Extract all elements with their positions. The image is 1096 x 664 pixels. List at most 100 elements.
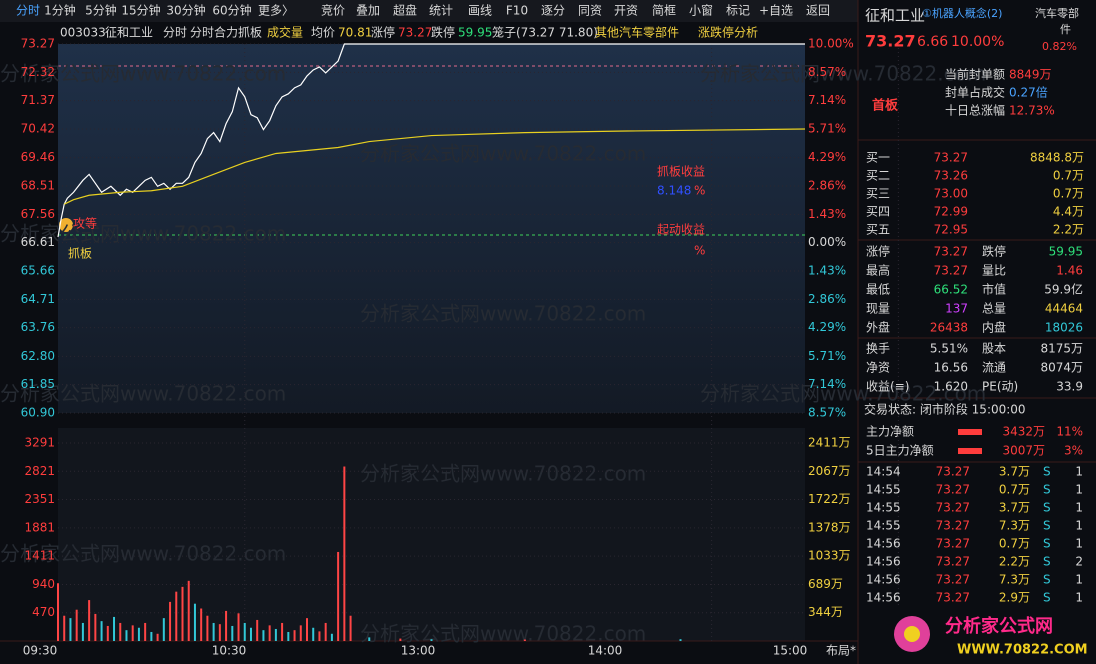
watermark: 分析家公式网www.70822.com (360, 622, 646, 646)
pct-tick-label: 7.14% (808, 93, 846, 107)
watermark: 分析家公式网www.70822.com (700, 382, 986, 406)
toolbar-button[interactable]: 小窗 (689, 4, 713, 18)
watermark: 分析家公式网www.70822.com (0, 542, 286, 566)
label: 0.7万 (1053, 169, 1084, 183)
chart-header: 均价 (311, 26, 335, 40)
chart-header: 分时 (163, 26, 187, 40)
label: % (694, 244, 705, 258)
label: 8175万 (1040, 342, 1083, 356)
label: 14:55 (866, 501, 901, 515)
label: 73.27 (936, 501, 970, 515)
label: 14:56 (866, 591, 901, 605)
pct-tick-label: 1.43% (808, 264, 846, 278)
volume-bar (324, 622, 327, 641)
smiley (59, 218, 73, 232)
label: 外盘 (866, 320, 890, 335)
toolbar-button[interactable]: 开资 (614, 4, 638, 18)
watermark: 分析家公式网www.70822.com (0, 222, 286, 246)
logo-flower (904, 626, 920, 642)
toolbar-button[interactable]: 叠加 (356, 4, 380, 18)
label: 73.27 (936, 591, 970, 605)
toolbar-button[interactable]: 1分钟 (44, 3, 76, 18)
volume-bar (212, 622, 215, 641)
chart-header: 分时合力抓板 (190, 25, 262, 40)
label: 当前封单额 (945, 67, 1005, 82)
label: 73.27 (934, 245, 968, 259)
label: 26438 (930, 321, 968, 335)
pct-tick-label: 5.71% (808, 122, 846, 136)
label: S (1043, 537, 1051, 551)
toolbar-button[interactable]: F10 (506, 4, 528, 18)
watermark: 分析家公式网www.70822.com (0, 62, 286, 86)
toolbar-button[interactable]: 统计 (429, 4, 453, 18)
toolbar-button[interactable]: 逐分 (541, 4, 565, 18)
volume-bar (144, 622, 147, 641)
time-label: 布局* (826, 644, 856, 658)
logo-url: WWW.70822.COM (957, 643, 1088, 658)
label: 72.95 (934, 223, 968, 237)
label: ①机器人概念(2) (922, 6, 1002, 20)
pct-tick-label: 0.00% (808, 235, 846, 249)
vol-tick-label: 1378万 (808, 520, 851, 534)
toolbar-button[interactable]: 竞价 (321, 4, 345, 18)
label: 7.3万 (999, 573, 1030, 587)
label: S (1043, 465, 1051, 479)
label: PE(动) (982, 380, 1018, 394)
label: 3007万 (1002, 444, 1045, 458)
vol-tick-label: 689万 (808, 577, 843, 591)
chart-header: 成交量 (267, 25, 303, 40)
y-tick-label: 72.32 (21, 65, 55, 79)
label: 137 (945, 302, 968, 316)
toolbar-button[interactable]: 同资 (578, 4, 602, 18)
label: 73.27 (934, 151, 968, 165)
toolbar-button[interactable]: 标记 (726, 4, 750, 18)
volume-bar (57, 583, 59, 641)
label: 1.46 (1056, 264, 1083, 278)
volume-bar (75, 609, 78, 641)
label: 73.27 (936, 537, 970, 551)
vol-tick-label: 2067万 (808, 464, 851, 478)
volume-bar (262, 630, 265, 641)
toolbar-button[interactable]: 30分钟 (166, 3, 205, 18)
volume-bar (306, 618, 308, 641)
toolbar-button[interactable]: 画线 (468, 4, 492, 18)
volume-bar (299, 625, 302, 641)
toolbar-button[interactable]: 60分钟 (212, 3, 251, 18)
toolbar-button[interactable]: 简框 (652, 4, 676, 18)
y-tick-label: 2351 (24, 492, 55, 506)
chart-header: 涨跌停分析 (698, 25, 758, 40)
vol-tick-label: 344万 (808, 605, 843, 619)
label: S (1043, 573, 1051, 587)
volume-bar (106, 625, 109, 641)
avg-line (63, 128, 806, 205)
volume-bar (312, 627, 315, 641)
label: 4.4万 (1053, 205, 1084, 219)
label: 59.9亿 (1044, 282, 1083, 297)
volume-bar (268, 625, 271, 641)
toolbar-button[interactable]: 返回 (806, 4, 830, 18)
toolbar-button[interactable]: 超盘 (393, 3, 417, 18)
volume-bar (131, 625, 134, 641)
volume-bar (113, 616, 116, 641)
toolbar-button[interactable]: 更多〉 (258, 4, 294, 18)
toolbar-button[interactable]: 分时 (16, 4, 40, 18)
label: 44464 (1045, 302, 1083, 316)
label: 10.00% (951, 34, 1004, 50)
volume-bar (430, 639, 433, 641)
label: 1 (1075, 465, 1083, 479)
toolbar-button[interactable]: 5分钟 (85, 3, 117, 18)
chart-header: 59.95 (458, 26, 492, 40)
toolbar-button[interactable]: +自选 (759, 4, 793, 18)
volume-bar (88, 600, 91, 641)
volume-bar (200, 608, 203, 641)
chart-header: 征和工业 (105, 26, 153, 40)
label: S (1043, 555, 1051, 569)
y-tick-label: 65.66 (21, 264, 55, 278)
label: 买三 (866, 187, 890, 201)
toolbar-button[interactable]: 15分钟 (121, 3, 160, 18)
flow-bar (958, 448, 982, 454)
volume-bar (169, 601, 172, 641)
flow-bar (958, 429, 982, 435)
label: S (1043, 483, 1051, 497)
label: 0.27倍 (1009, 85, 1048, 100)
